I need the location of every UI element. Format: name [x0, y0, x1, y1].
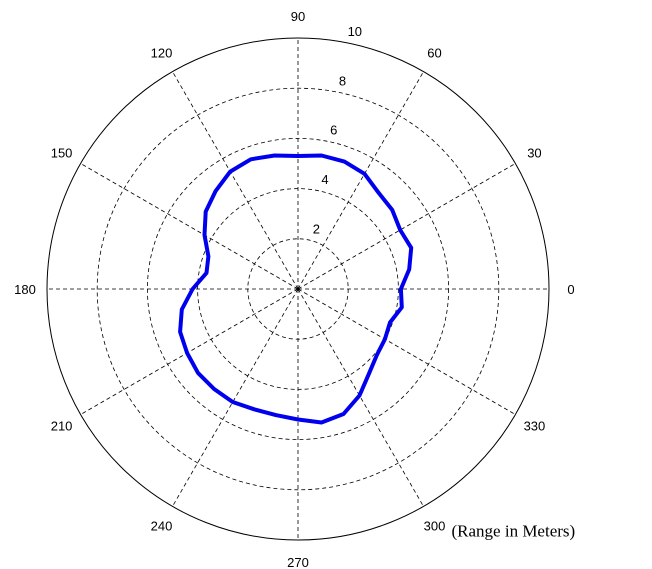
- radial-gridline-8: [96, 87, 500, 491]
- tick-labels: 0 30 60 90 120 150 180 210 240 270 300 330 2 4 6 8 10: [14, 9, 574, 569]
- angle-gridline-30: [297, 163, 516, 290]
- angle-gridline-150: [80, 163, 299, 290]
- radial-gridline-10: [46, 37, 550, 541]
- angle-gridline-330: [297, 288, 516, 415]
- range-unit-annotation: (Range in Meters): [452, 521, 576, 540]
- polar-grid: [46, 37, 550, 541]
- angle-tick-label-0: 0: [567, 282, 574, 297]
- angle-tick-label-300: 300: [424, 518, 446, 533]
- angle-tick-label-210: 210: [51, 419, 73, 434]
- angle-tick-label-30: 30: [527, 146, 541, 161]
- angle-tick-label-270: 270: [287, 555, 309, 569]
- radial-tick-label-6: 6: [330, 123, 337, 138]
- angle-gridline-210: [80, 288, 299, 415]
- angle-tick-label-330: 330: [524, 419, 546, 434]
- angle-tick-label-90: 90: [291, 9, 305, 24]
- series-line-0: [178, 153, 414, 425]
- radial-tick-label-4: 4: [321, 172, 328, 187]
- angle-gridline-240: [172, 288, 299, 507]
- angle-tick-label-60: 60: [427, 46, 441, 61]
- angle-tick-label-120: 120: [151, 46, 173, 61]
- angle-tick-label-240: 240: [151, 518, 173, 533]
- angle-tick-label-150: 150: [51, 146, 73, 161]
- radial-tick-label-8: 8: [339, 73, 346, 88]
- series-layer: [178, 153, 414, 425]
- angle-gridline-300: [297, 288, 424, 507]
- angle-gridline-120: [172, 71, 299, 290]
- angle-gridline-60: [297, 71, 424, 290]
- radial-tick-label-10: 10: [348, 24, 362, 39]
- angle-tick-label-180: 180: [14, 282, 36, 297]
- radial-tick-label-2: 2: [313, 222, 320, 237]
